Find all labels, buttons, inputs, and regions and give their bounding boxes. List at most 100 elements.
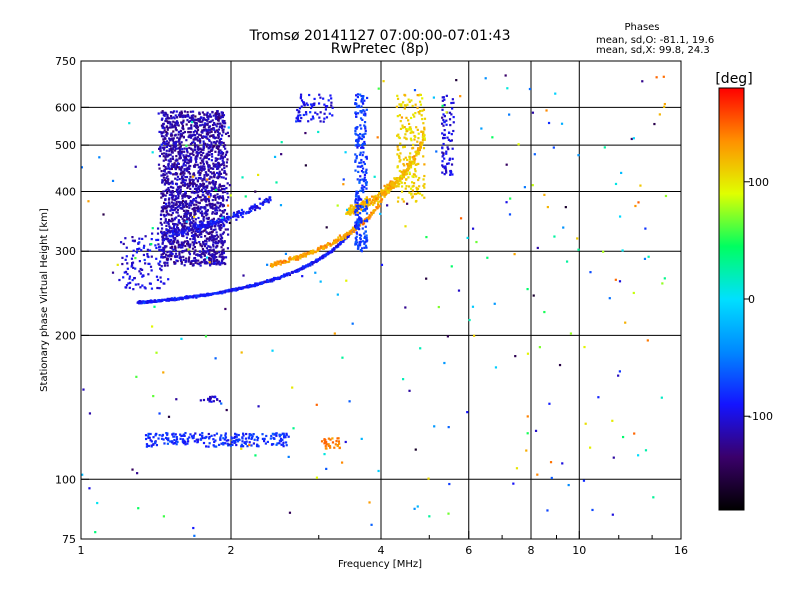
- data-point: [402, 101, 405, 104]
- data-point: [235, 289, 238, 292]
- data-point: [158, 147, 161, 150]
- data-point: [549, 461, 553, 464]
- data-point: [663, 102, 666, 106]
- data-point: [360, 437, 363, 440]
- data-point: [162, 126, 165, 130]
- data-point: [174, 207, 177, 210]
- data-point: [211, 219, 214, 223]
- data-point: [182, 131, 185, 135]
- data-point: [403, 107, 406, 110]
- data-point: [186, 151, 189, 154]
- data-point: [174, 177, 177, 180]
- data-point: [402, 200, 405, 203]
- data-point: [153, 305, 156, 308]
- data-point: [187, 184, 191, 187]
- data-point: [212, 195, 216, 199]
- data-point: [183, 213, 186, 216]
- data-point: [392, 183, 395, 186]
- data-point: [193, 118, 196, 121]
- data-point: [315, 476, 319, 479]
- data-point: [194, 125, 198, 128]
- data-point: [183, 434, 186, 437]
- data-point: [171, 208, 174, 212]
- data-point: [221, 115, 224, 119]
- data-point: [415, 152, 418, 155]
- data-point: [338, 234, 342, 237]
- data-point: [377, 193, 380, 197]
- data-point: [425, 277, 428, 280]
- data-point: [81, 473, 84, 476]
- data-point: [172, 225, 176, 228]
- data-point: [276, 277, 279, 280]
- data-point: [366, 239, 369, 242]
- data-point: [418, 147, 421, 151]
- data-point: [175, 110, 178, 113]
- data-point: [363, 99, 366, 102]
- data-point: [354, 228, 357, 231]
- data-point: [433, 425, 436, 428]
- data-point: [354, 102, 357, 106]
- data-point: [376, 136, 379, 139]
- data-point: [199, 264, 202, 267]
- data-point: [442, 113, 445, 116]
- data-point: [196, 230, 200, 233]
- data-point: [326, 243, 329, 246]
- data-point: [412, 157, 415, 160]
- data-point: [363, 235, 367, 238]
- data-point: [361, 227, 364, 230]
- data-point: [582, 479, 586, 482]
- data-point: [213, 220, 217, 224]
- data-point: [193, 210, 197, 213]
- data-point: [180, 171, 183, 174]
- data-point: [452, 121, 455, 124]
- data-point: [196, 225, 200, 229]
- data-point: [165, 224, 168, 228]
- data-point: [362, 240, 365, 243]
- data-point: [166, 115, 169, 118]
- data-point: [194, 212, 197, 215]
- data-point: [256, 282, 260, 285]
- data-point: [451, 98, 454, 101]
- data-point: [199, 141, 202, 144]
- data-point: [184, 179, 187, 182]
- data-point: [125, 246, 128, 249]
- data-point: [216, 118, 220, 122]
- data-point: [493, 302, 496, 305]
- data-point: [118, 278, 121, 282]
- data-point: [183, 200, 186, 203]
- data-point: [218, 255, 221, 258]
- data-point: [203, 293, 206, 296]
- data-point: [161, 253, 164, 256]
- data-point: [346, 211, 349, 214]
- data-point: [450, 133, 453, 136]
- data-point: [171, 151, 174, 154]
- data-point: [281, 261, 284, 264]
- data-point: [163, 183, 166, 186]
- data-point: [279, 259, 282, 263]
- data-point: [170, 242, 173, 245]
- data-point: [320, 440, 324, 443]
- data-point: [408, 126, 411, 129]
- data-point: [288, 273, 292, 277]
- data-point: [211, 148, 214, 151]
- data-point: [197, 254, 200, 257]
- data-point: [181, 194, 184, 197]
- data-point: [554, 92, 557, 95]
- data-point: [359, 178, 362, 182]
- data-point: [203, 185, 206, 189]
- data-point: [157, 243, 160, 246]
- data-point: [218, 250, 221, 254]
- data-point: [224, 262, 227, 266]
- data-point: [309, 249, 313, 253]
- data-point: [175, 140, 178, 143]
- data-point: [150, 237, 153, 241]
- data-point: [327, 437, 330, 440]
- data-point: [166, 229, 169, 232]
- data-point: [187, 440, 190, 443]
- data-point: [188, 202, 191, 205]
- data-point: [296, 270, 299, 273]
- data-point: [589, 271, 592, 274]
- data-point: [134, 165, 137, 168]
- data-point: [213, 141, 216, 144]
- data-point: [94, 531, 97, 534]
